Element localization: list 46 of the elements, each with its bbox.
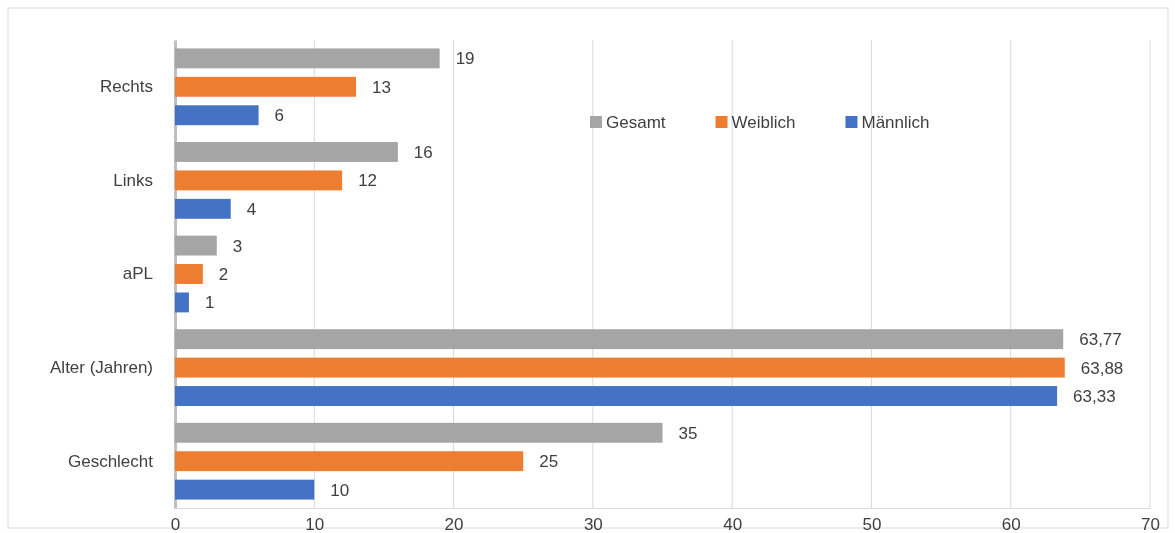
bar [175,422,663,443]
x-tick-label: 60 [1001,515,1021,533]
bar [175,235,217,256]
bar [175,386,1058,406]
bar [175,142,398,162]
bar [175,170,343,191]
data-label: 63,88 [1080,358,1124,378]
bar [175,198,231,219]
data-label: 12 [358,171,378,191]
y-tick-label: Rechts [100,77,153,97]
x-tick-label: 10 [305,515,325,533]
data-label: 16 [413,142,433,162]
x-tick-label: 40 [723,515,743,533]
bar [175,479,315,500]
legend-label: Männlich [861,112,930,132]
data-label: 2 [218,264,229,284]
data-label: 10 [330,480,350,500]
data-label: 25 [539,452,559,472]
bar [175,451,524,472]
legend-label: Gesamt [606,112,666,132]
y-tick-label: Alter (Jahren) [50,358,153,378]
data-label: 6 [274,106,285,126]
y-tick-label: aPL [122,264,153,284]
bar [175,76,357,97]
data-label: 1 [204,293,215,313]
data-label: 3 [232,236,243,256]
data-label: 63,77 [1079,330,1122,350]
data-label: 13 [372,77,391,97]
y-tick-label: Links [113,170,153,190]
data-label: 4 [246,199,257,219]
bar [175,48,440,69]
bar [175,105,259,126]
bar [175,357,1065,378]
legend-label: Weiblich [731,112,796,132]
data-label: 63,33 [1073,386,1116,406]
x-tick-label: 0 [170,515,181,533]
x-tick-label: 70 [1141,515,1160,533]
data-label: 19 [455,49,475,69]
x-tick-label: 30 [583,515,603,533]
bar [175,264,203,284]
y-tick-label: Geschlecht [67,451,154,471]
data-label: 35 [678,423,698,443]
bar [175,329,1064,350]
x-tick-label: 50 [862,515,882,533]
x-tick-label: 20 [444,515,464,533]
bar [175,292,189,313]
